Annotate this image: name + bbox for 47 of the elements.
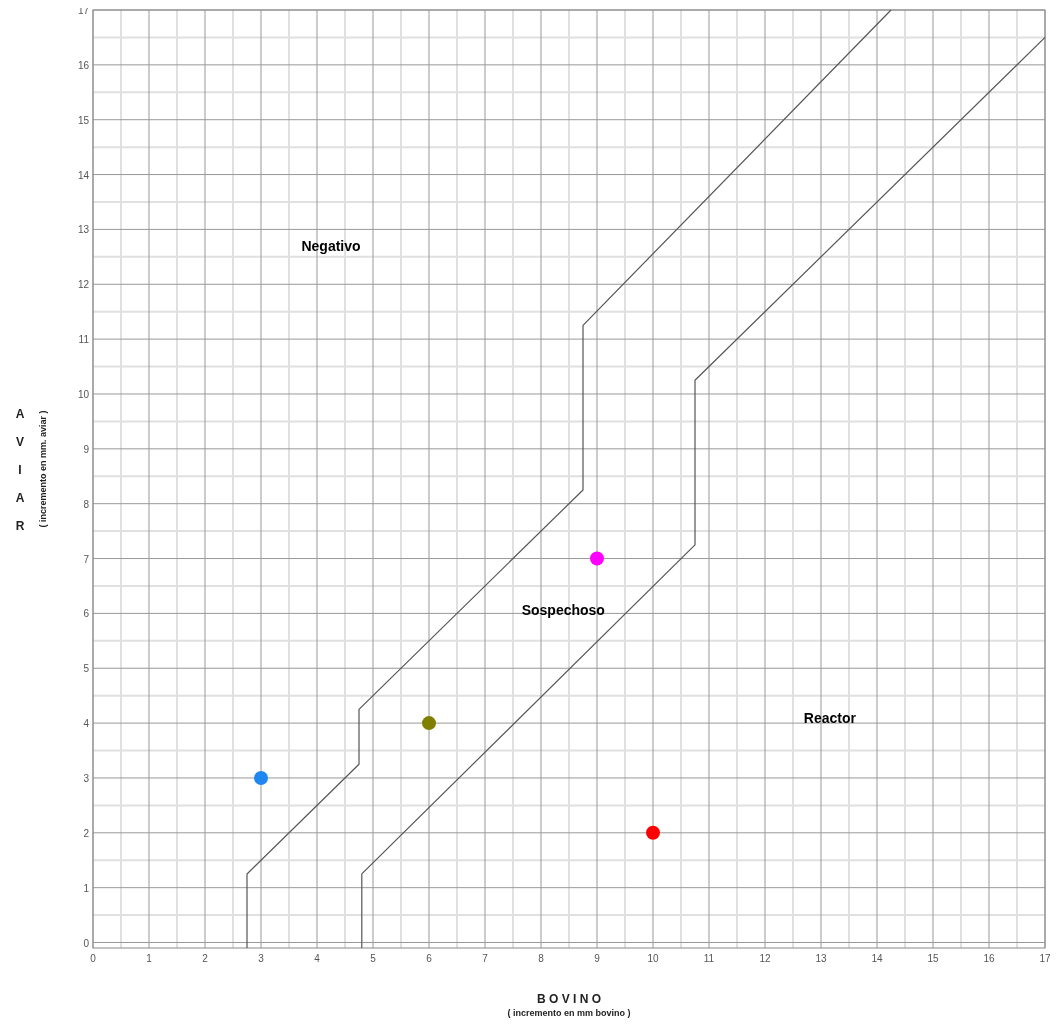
- point: [254, 770, 268, 785]
- y-axis-title: AVIAR ( incremento en mm. aviar ): [15, 407, 48, 533]
- x-tick-label: 4: [314, 953, 321, 964]
- point: [646, 825, 660, 840]
- annotation: Sospechoso: [521, 602, 605, 619]
- y-tick-label: 12: [77, 279, 90, 291]
- x-tick-label: 16: [983, 953, 995, 964]
- x-tick-label: 13: [815, 953, 827, 964]
- y-tick-label: 2: [83, 827, 90, 839]
- y-tick-label: 1: [83, 882, 90, 894]
- x-tick-label: 8: [538, 953, 545, 964]
- y-tick-label: 9: [83, 443, 90, 455]
- x-tick-label: 15: [927, 953, 939, 964]
- y-tick-label: 0: [83, 937, 90, 949]
- y-tick-label: 11: [78, 334, 90, 346]
- x-tick-label: 12: [759, 953, 771, 964]
- x-tick-label: 7: [482, 953, 489, 964]
- y-tick-label: 17: [77, 5, 90, 16]
- x-tick-label: 11: [703, 953, 715, 964]
- y-tick-label: 14: [77, 169, 90, 181]
- x-tick-label: 6: [426, 953, 433, 964]
- line-series: [246, 9, 892, 949]
- point: [590, 551, 604, 566]
- annotation: Negativo: [301, 238, 361, 255]
- x-tick-label: 10: [647, 953, 659, 964]
- x-tick-label: 1: [146, 953, 153, 964]
- y-tick-label: 15: [77, 114, 90, 126]
- x-tick-label: 3: [258, 953, 265, 964]
- y-tick-label: 5: [83, 663, 90, 675]
- x-tick-label: 14: [871, 953, 883, 964]
- x-tick-label: 17: [1039, 953, 1051, 964]
- y-tick-label: 8: [83, 498, 90, 510]
- y-tick-label: 6: [83, 608, 90, 620]
- point: [422, 716, 436, 731]
- line-series: [361, 36, 1046, 949]
- y-tick-label: 4: [83, 718, 90, 730]
- x-tick-label: 0: [90, 953, 97, 964]
- y-tick-label: 10: [77, 388, 90, 400]
- annotation: Reactor: [803, 709, 857, 726]
- y-tick-label: 7: [83, 553, 90, 565]
- y-tick-label: 3: [83, 772, 90, 784]
- y-tick-label: 16: [77, 59, 90, 71]
- x-tick-label: 9: [594, 953, 601, 964]
- x-tick-label: 5: [370, 953, 377, 964]
- x-axis-title: B O V I N O ( incremento en mm bovino ): [507, 992, 631, 1018]
- x-tick-label: 2: [202, 953, 209, 964]
- y-tick-label: 13: [77, 224, 90, 236]
